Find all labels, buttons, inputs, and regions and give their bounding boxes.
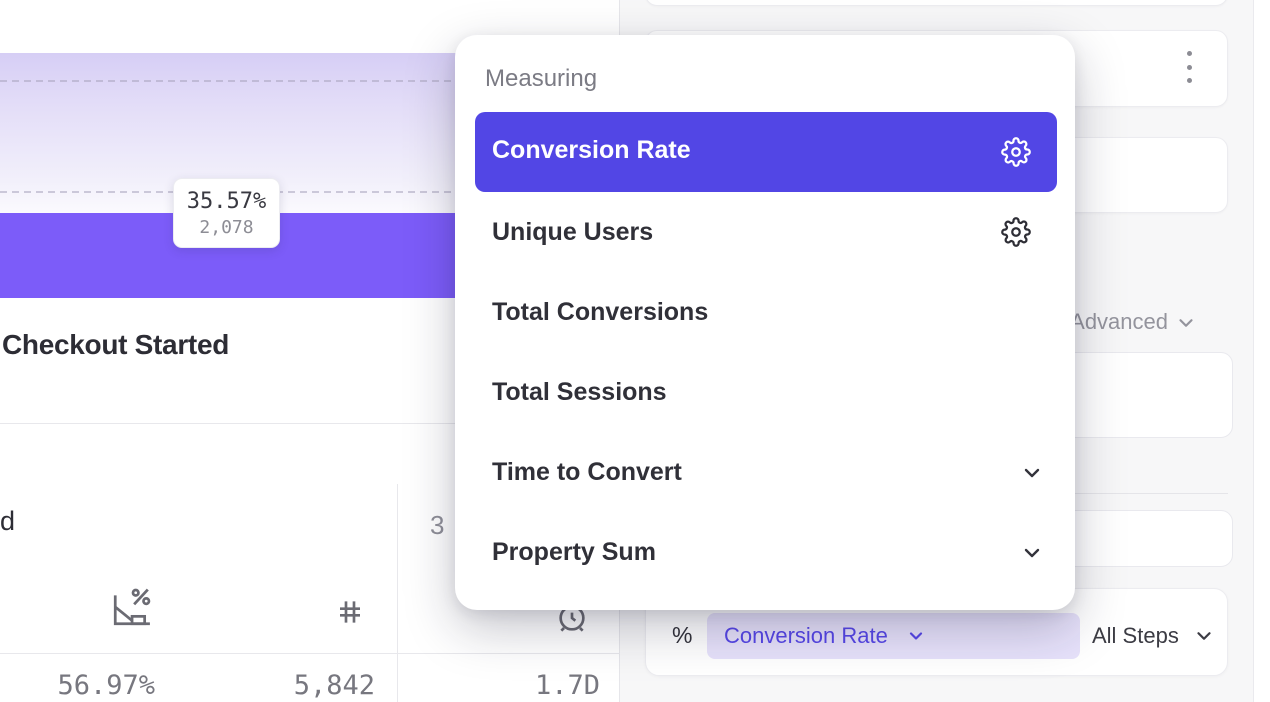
dropdown-header: Measuring — [485, 65, 598, 92]
table-row-divider — [0, 653, 620, 654]
dropdown-item-conversion-rate[interactable]: Conversion Rate — [475, 112, 1057, 192]
steps-selector-label: All Steps — [1092, 623, 1179, 648]
table-column-divider — [397, 484, 398, 702]
advanced-toggle-label[interactable]: Advanced — [1070, 309, 1168, 334]
time-to-convert-icon — [556, 602, 588, 634]
chevron-down-icon[interactable] — [1020, 541, 1044, 565]
percent-prefix: % — [672, 622, 693, 648]
section-divider — [0, 423, 620, 424]
measuring-dropdown: Measuring Conversion Rate Unique Users T… — [455, 35, 1075, 610]
gear-icon[interactable] — [1001, 217, 1031, 247]
gridline-dashed — [0, 80, 620, 82]
table-header-step-right: 3 — [430, 510, 445, 540]
conversion-rate-icon — [110, 588, 152, 630]
panel-right-edge — [1253, 0, 1270, 702]
dropdown-item-total-sessions[interactable]: Total Sessions — [492, 378, 667, 406]
chevron-down-icon[interactable] — [1175, 312, 1197, 334]
dropdown-item-property-sum[interactable]: Property Sum — [492, 538, 656, 566]
table-header-step-left: d — [0, 506, 16, 536]
chart-tooltip: 35.57% 2,078 — [173, 178, 280, 248]
gridline-dashed — [0, 191, 620, 193]
chevron-down-icon[interactable] — [1020, 461, 1044, 485]
gear-icon[interactable] — [1001, 137, 1031, 167]
step-label: Checkout Started — [2, 329, 230, 360]
chevron-down-icon — [1193, 625, 1215, 647]
kebab-menu-icon[interactable] — [1183, 51, 1195, 83]
measurement-selector-label: Conversion Rate — [724, 623, 888, 648]
metric-conversion-rate: 56.97% — [57, 670, 155, 701]
tooltip-count: 2,078 — [199, 216, 254, 238]
steps-selector[interactable]: All Steps — [1092, 623, 1215, 649]
dropdown-item-label: Conversion Rate — [492, 136, 691, 164]
metric-time-to-convert: 1.7D — [534, 670, 600, 701]
dropdown-item-total-conversions[interactable]: Total Conversions — [492, 298, 709, 326]
metric-count: 5,842 — [293, 670, 375, 701]
builder-card-top — [645, 0, 1228, 6]
measurement-selector[interactable]: Conversion Rate — [707, 613, 1080, 659]
dropdown-item-unique-users[interactable]: Unique Users — [492, 218, 654, 246]
chevron-down-icon — [906, 626, 926, 646]
dropdown-item-time-to-convert[interactable]: Time to Convert — [492, 458, 682, 486]
count-icon — [334, 596, 366, 628]
tooltip-conversion-rate: 35.57% — [186, 188, 267, 214]
